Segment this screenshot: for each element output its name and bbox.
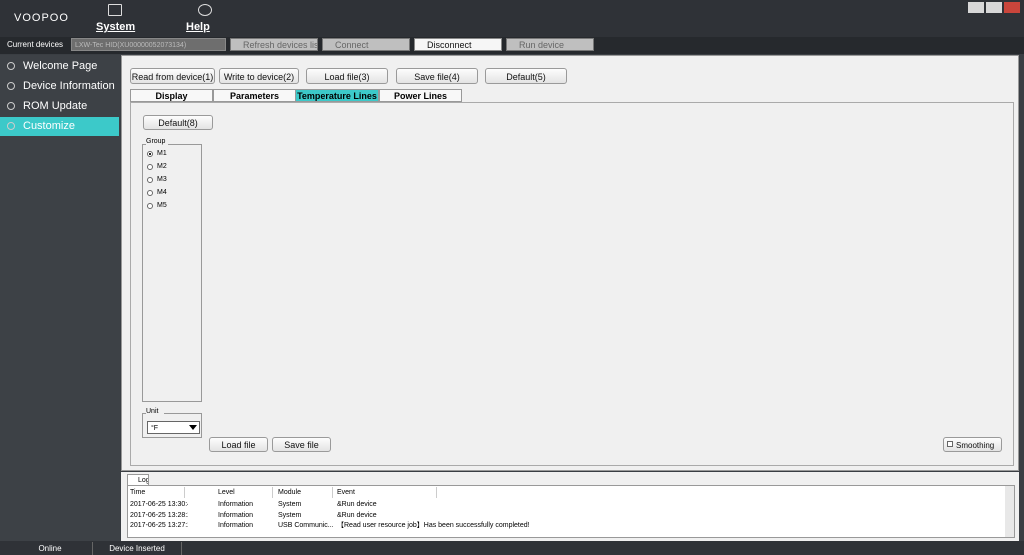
sidebar-item[interactable]: Customize <box>0 117 119 136</box>
log-cell: 2017-06-25 13:28:26:224 <box>130 511 188 519</box>
toolbar-button[interactable]: Connect <box>322 38 410 51</box>
action-button[interactable]: Load file(3) <box>306 68 388 84</box>
unit-title: Unit <box>146 407 164 417</box>
default-button[interactable]: Default(8) <box>143 115 213 130</box>
status: Online <box>38 544 62 553</box>
radio-label: M2 <box>157 163 167 170</box>
radio[interactable] <box>147 190 153 196</box>
status-bar <box>0 541 1024 555</box>
log-cell: &Run device <box>337 511 377 519</box>
menu-item[interactable]: System <box>96 21 136 33</box>
log-table <box>127 485 1015 538</box>
log-cell: 2017-06-25 13:27:28:903 <box>130 522 188 529</box>
radio[interactable] <box>147 203 153 209</box>
action-button[interactable]: Read from device(1) <box>130 68 215 84</box>
log-cell: &Run device <box>337 501 377 508</box>
toolbar-button[interactable]: Refresh devices list <box>230 38 318 51</box>
tab[interactable]: Power Lines <box>379 89 462 102</box>
device-select[interactable]: LXW-Tec HID(XU00000052073134) <box>71 38 226 51</box>
action-button[interactable]: Default(5) <box>485 68 567 84</box>
toolbar-label: Current devices <box>7 40 64 49</box>
radio[interactable] <box>147 151 153 157</box>
radio[interactable] <box>147 177 153 183</box>
log-cell: USB Communic... <box>278 522 334 529</box>
log-cell: 2017-06-25 13:30:43:895 <box>130 501 188 508</box>
log-tab[interactable]: Log <box>127 474 149 485</box>
maximize[interactable] <box>986 2 1002 13</box>
log-column: Time <box>130 487 185 498</box>
radio-label: M3 <box>157 176 167 183</box>
tab[interactable]: Temperature Lines <box>295 89 379 102</box>
menu-icon <box>108 4 122 16</box>
sidebar-item[interactable]: ROM Update <box>23 100 88 112</box>
group-box <box>142 144 202 402</box>
tab[interactable]: Parameters <box>213 89 296 102</box>
sidebar-icon <box>7 82 15 90</box>
tab[interactable]: Display <box>130 89 213 102</box>
sidebar-icon <box>7 62 15 70</box>
log-cell: System <box>278 501 302 508</box>
radio-label: M1 <box>157 150 167 157</box>
close[interactable] <box>1004 2 1020 13</box>
group-title: Group <box>146 137 168 147</box>
toolbar-button[interactable]: Disconnect <box>414 38 502 51</box>
toolbar-button[interactable]: Run device <box>506 38 594 51</box>
window-controls <box>968 2 1020 13</box>
sidebar-icon <box>7 122 15 130</box>
radio-label: M5 <box>157 202 167 209</box>
header <box>0 0 1024 37</box>
file-button[interactable]: Save file <box>272 437 331 452</box>
menu-icon <box>198 4 212 16</box>
log-column: Module <box>278 487 333 498</box>
checkbox[interactable] <box>947 441 953 447</box>
dropdown-arrow <box>189 425 197 434</box>
status: Device Inserted <box>92 542 182 555</box>
log-cell: System <box>278 511 302 519</box>
sidebar-item[interactable]: Device Information <box>23 80 115 92</box>
log-column: Event <box>337 487 437 498</box>
menu-item[interactable]: Help <box>186 21 210 33</box>
sidebar-icon <box>7 102 15 110</box>
radio[interactable] <box>147 164 153 170</box>
file-button[interactable]: Load file <box>209 437 268 452</box>
action-button[interactable]: Save file(4) <box>396 68 478 84</box>
radio-label: M4 <box>157 189 167 196</box>
log-cell: Information <box>218 522 254 529</box>
action-button[interactable]: Write to device(2) <box>219 68 299 84</box>
minimize[interactable] <box>968 2 984 13</box>
log-column: Level <box>218 487 273 498</box>
unit-select[interactable]: °F <box>147 421 200 434</box>
sidebar-item[interactable]: Welcome Page <box>23 60 98 72</box>
smoothing-checkbox[interactable]: Smoothing <box>943 437 1002 452</box>
log-cell: Information <box>218 501 254 508</box>
logo: VOOPOO <box>14 12 69 24</box>
log-cell: 【Read user resource job】Has been success… <box>337 522 530 529</box>
tab-page <box>130 102 1014 466</box>
log-cell: Information <box>218 511 254 519</box>
sidebar <box>0 55 120 541</box>
unit-box <box>142 413 202 438</box>
log-scrollbar <box>1005 486 1014 537</box>
